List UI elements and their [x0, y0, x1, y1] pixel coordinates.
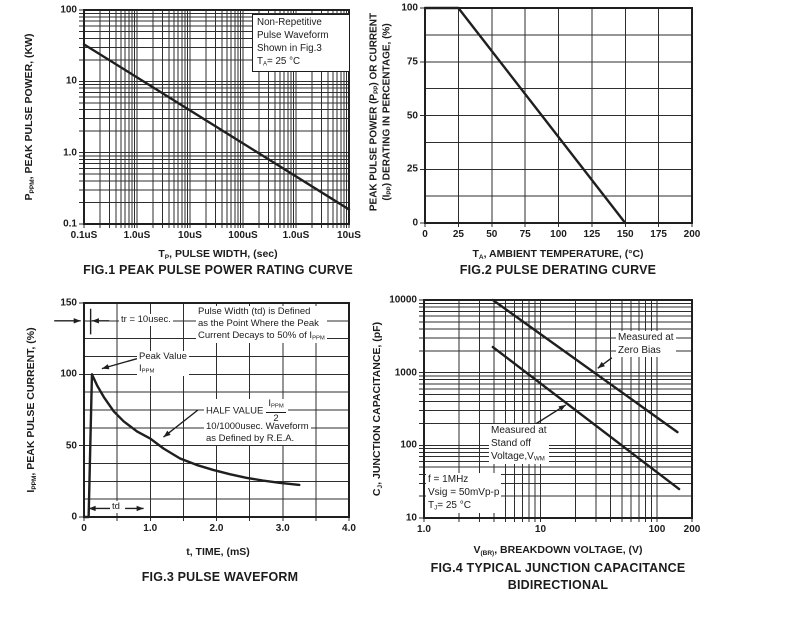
fig3-peak-value-line1: Peak Value	[139, 351, 187, 362]
fig3-pulse-width-note-line2: as the Point Where the Peak	[198, 317, 319, 329]
fig4-conditions-line2: Vsig = 50mVp-p	[428, 487, 500, 498]
fig3-y-axis-label: IPPM, PEAK PULSE CURRENT, (%)	[25, 327, 38, 493]
fig2-y-tick-label: 0	[412, 217, 418, 229]
fig4-standoff-line3: Voltage,VWM	[491, 451, 545, 463]
fig3-tr-note: tr = 10usec.	[119, 314, 173, 326]
fig4-zero-bias-note: Measured at Zero Bias	[616, 331, 676, 357]
fig3-peak-value-line2: IPPM	[139, 362, 155, 375]
fig3-half-value-note: HALF VALUE IPPM 2	[204, 399, 288, 424]
fig3-peak-value-note: Peak Value IPPM	[137, 351, 189, 376]
fig4-zero-bias-line2: Zero Bias	[618, 345, 661, 356]
fig2-x-axis-label: TA, AMBIENT TEMPERATURE, (°C)	[472, 248, 644, 261]
fig2-y-axis-label: PEAK PULSE POWER (PPP) OR CURRENT (IPP) …	[369, 13, 394, 211]
fig3-y-tick-label: 100	[60, 368, 77, 380]
fig2-x-tick-label: 125	[583, 229, 601, 240]
fig4-zero-bias-line1: Measured at	[618, 332, 674, 343]
fig4-standoff-note: Measured at Stand off Voltage,VWM	[489, 424, 549, 464]
fig1-y-tick-label: 1.0	[63, 147, 77, 159]
fig4-standoff-line1: Measured at	[491, 425, 547, 436]
fig4-caption-line1: FIG.4 TYPICAL JUNCTION CAPACITANCE	[430, 561, 686, 575]
fig2-x-tick-label: 100	[550, 229, 567, 240]
fig1-y-tick-label: 100	[60, 4, 77, 16]
fig3-waveform-note-line2: as Defined by R.E.A.	[206, 432, 295, 444]
fig4-x-tick-label: 200	[683, 524, 701, 535]
fig4-x-tick-label: 10	[534, 524, 547, 535]
fig4-x-axis-label: V(BR), BREAKDOWN VOLTAGE, (V)	[473, 544, 643, 557]
fig3-x-tick-label: 2.0	[209, 523, 224, 534]
fig1-y-tick-label: 10	[65, 75, 77, 87]
fig2-x-tick-label: 150	[616, 229, 634, 240]
fig2-y-axis-label-line2: (IPP) DERATING IN PERCENTAGE, (%)	[381, 23, 393, 201]
fig1-x-tick-label: 10uS	[178, 230, 202, 241]
fig3-caption: FIG.3 PULSE WAVEFORM	[141, 570, 299, 584]
fig2-x-tick-label: 175	[650, 229, 667, 240]
fig2-x-tick-label: 50	[486, 229, 498, 240]
fig4-y-tick-label: 100	[400, 439, 417, 451]
fig3-pulse-width-note: Pulse Width (td) is Defined as the Point…	[196, 306, 327, 343]
fig4-conditions-line3: TJ= 25 °C	[428, 500, 471, 512]
fig1-note-line3: Shown in Fig.3	[257, 42, 322, 54]
fig3-y-tick-label: 50	[65, 440, 77, 452]
fig1-x-tick-label: 100uS	[228, 230, 258, 241]
fig3-x-axis-label: t, TIME, (mS)	[186, 546, 250, 558]
fig3-y-tick-label: 150	[60, 297, 77, 309]
fig3-td-note: td	[110, 501, 122, 513]
fig1-condition-note: Non-Repetitive Pulse Waveform Shown in F…	[252, 14, 350, 72]
fig4-standoff-line2: Stand off	[491, 438, 531, 449]
fig4-y-axis-label: CJ, JUNCTION CAPACITANCE, (pF)	[371, 321, 384, 497]
fig2-y-tick-label: 50	[406, 110, 418, 121]
fig2-x-tick-label: 0	[422, 229, 428, 240]
fig3-x-tick-label: 4.0	[342, 523, 356, 534]
fig1-x-tick-label: 10uS	[337, 230, 361, 241]
fig3-pulse-width-note-line1: Pulse Width (td) is Defined	[198, 306, 311, 317]
fig2-x-tick-label: 200	[683, 229, 701, 240]
fig4-y-tick-label: 1000	[394, 367, 417, 379]
fig1-x-tick-label: 0.1uS	[70, 230, 98, 241]
fig3-half-value-fraction: IPPM 2	[266, 399, 286, 423]
fig2-y-tick-label: 75	[406, 56, 418, 68]
fig1-y-tick-label: 0.1	[63, 218, 77, 230]
fig4-x-tick-label: 1.0	[417, 524, 431, 535]
fig3-y-tick-label: 0	[71, 511, 77, 523]
fig3-half-value-numerator: IPPM	[266, 399, 286, 413]
fig1-caption: FIG.1 PEAK PULSE POWER RATING CURVE	[83, 263, 353, 277]
fig1-note-line1: Non-Repetitive	[257, 17, 322, 28]
fig3-x-tick-label: 1.0	[143, 523, 158, 534]
fig1-y-axis-label: PPPM, PEAK PULSE POWER, (KW)	[23, 33, 36, 201]
fig2-x-tick-label: 25	[452, 229, 464, 240]
fig2-y-tick-label: 100	[401, 2, 418, 14]
fig4-y-tick-label: 10000	[389, 294, 417, 306]
fig2-caption: FIG.2 PULSE DERATING CURVE	[459, 263, 657, 277]
fig1-note-line2: Pulse Waveform	[257, 29, 329, 41]
fig4-conditions-note: f = 1MHz Vsig = 50mVp-p TJ= 25 °C	[426, 473, 502, 513]
fig1-note-line4: TA= 25 °C	[257, 55, 301, 68]
fig3-pulse-width-note-line3: Current Decays to 50% of IPPM	[198, 329, 325, 342]
fig2-y-tick-label: 25	[406, 163, 418, 175]
fig1-x-axis-label: TP, PULSE WIDTH, (sec)	[158, 248, 278, 261]
fig3-x-tick-label: 0	[81, 523, 87, 534]
fig3-half-value-label: HALF VALUE	[206, 405, 264, 417]
fig4-y-tick-label: 10	[405, 512, 417, 524]
fig4-x-tick-label: 100	[648, 524, 666, 535]
fig1-x-tick-label: 1.0uS	[123, 230, 151, 241]
fig2-y-axis-label-line1: PEAK PULSE POWER (PPP) OR CURRENT	[368, 12, 381, 212]
fig4-caption-line2: BIDIRECTIONAL	[507, 578, 609, 592]
fig3-waveform-note: 10/1000usec. Waveform as Defined by R.E.…	[204, 421, 311, 445]
fig3-x-tick-label: 3.0	[275, 523, 290, 534]
fig3-waveform-note-line1: 10/1000usec. Waveform	[206, 421, 309, 432]
fig2-x-tick-label: 75	[519, 229, 531, 240]
fig4-conditions-line1: f = 1MHz	[428, 474, 469, 485]
fig1-x-tick-label: 1.0uS	[282, 230, 310, 241]
